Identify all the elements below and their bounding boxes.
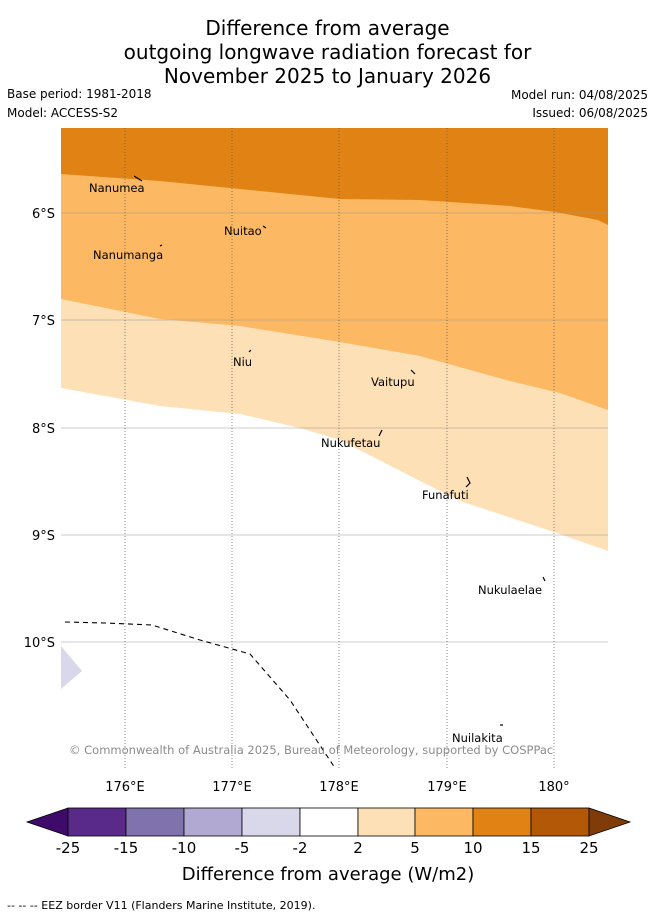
eez-legend-note: -- -- -- EEZ border V11 (Flanders Marine… bbox=[7, 899, 316, 912]
lat-label-7s: 7°S bbox=[32, 314, 55, 329]
island-nanumanga bbox=[159, 244, 163, 247]
title-line-2: outgoing longwave radiation forecast for bbox=[123, 40, 532, 64]
copyright-notice: © Commonwealth of Australia 2025, Bureau… bbox=[69, 743, 553, 757]
colorbar-swatch bbox=[357, 807, 416, 837]
colorbar-ticks: -25 -15 -10 -5 -2 2 5 10 15 25 bbox=[56, 839, 599, 857]
latitude-labels: 6°S 7°S 8°S 9°S 10°S bbox=[24, 207, 55, 651]
latitude-gridlines bbox=[61, 212, 608, 643]
island-funafuti bbox=[465, 476, 471, 488]
island-vaitupu bbox=[410, 369, 416, 375]
colorbar-tick: -5 bbox=[235, 839, 250, 857]
island-nuitao bbox=[262, 225, 267, 229]
island-outlines bbox=[133, 175, 546, 726]
place-label-funafuti: Funafuti bbox=[422, 488, 469, 502]
colorbar-swatch bbox=[530, 807, 590, 837]
place-label-nukulaelae: Nukulaelae bbox=[478, 583, 542, 597]
place-label-nukufetau: Nukufetau bbox=[321, 436, 380, 450]
colorbar-swatch bbox=[299, 807, 359, 837]
lat-label-6s: 6°S bbox=[32, 207, 55, 222]
lon-label-177e: 177°E bbox=[212, 780, 252, 795]
title-line-1: Difference from average bbox=[205, 16, 450, 40]
map-title: Difference from average outgoing longwav… bbox=[0, 16, 655, 88]
colorbar-label: Difference from average (W/m2) bbox=[182, 864, 474, 885]
place-label-nuitao: Nuitao bbox=[224, 224, 262, 238]
colorbar-swatch bbox=[67, 807, 127, 837]
colorbar-swatch bbox=[183, 807, 243, 837]
colorbar-arrow-high bbox=[588, 807, 632, 837]
lon-label-179e: 179°E bbox=[427, 780, 467, 795]
place-label-nuilakita: Nuilakita bbox=[452, 731, 503, 745]
model-name: Model: ACCESS-S2 bbox=[7, 106, 119, 120]
colorbar-swatch bbox=[125, 807, 185, 837]
issued-date: Issued: 06/08/2025 bbox=[532, 106, 648, 120]
band-10-to-15 bbox=[61, 128, 608, 225]
colorbar-swatch bbox=[472, 807, 532, 837]
colorbar-tick: 25 bbox=[579, 839, 598, 857]
colorbar-swatch bbox=[241, 807, 301, 837]
island-niu bbox=[248, 349, 252, 353]
colorbar-tick: -2 bbox=[293, 839, 308, 857]
colorbar-tick: -15 bbox=[114, 839, 139, 857]
lon-label-176e: 176°E bbox=[105, 780, 145, 795]
colorbar-swatch bbox=[414, 807, 474, 837]
colorbar-tick: -10 bbox=[172, 839, 197, 857]
place-label-nanumanga: Nanumanga bbox=[93, 248, 163, 262]
base-period: Base period: 1981-2018 bbox=[7, 87, 152, 101]
colorbar-tick: -25 bbox=[56, 839, 81, 857]
model-run: Model run: 04/08/2025 bbox=[510, 88, 648, 102]
island-nanumea bbox=[133, 175, 143, 182]
eez-border-line bbox=[64, 621, 336, 768]
longitude-labels: 176°E 177°E 178°E 179°E 180° bbox=[105, 780, 569, 795]
title-line-3: November 2025 to January 2026 bbox=[163, 64, 492, 88]
island-nukulaelae bbox=[542, 576, 546, 582]
lat-label-10s: 10°S bbox=[24, 636, 55, 651]
lat-label-9s: 9°S bbox=[32, 529, 55, 544]
island-nukufetau bbox=[378, 429, 383, 437]
colorbar bbox=[25, 807, 632, 837]
lon-label-178e: 178°E bbox=[319, 780, 359, 795]
map-plot-area: Nanumea Nuitao Nanumanga Niu Vaitupu Nuk… bbox=[61, 128, 608, 768]
colorbar-tick: 5 bbox=[410, 839, 420, 857]
lat-label-8s: 8°S bbox=[32, 422, 55, 437]
colorbar-tick: 10 bbox=[463, 839, 482, 857]
lon-label-180: 180° bbox=[538, 780, 569, 795]
place-label-nanumea: Nanumea bbox=[89, 181, 145, 195]
colorbar-tick: 2 bbox=[353, 839, 363, 857]
colorbar-arrow-low bbox=[25, 807, 69, 837]
place-label-vaitupu: Vaitupu bbox=[371, 375, 415, 389]
eez-remnant-shape bbox=[61, 646, 82, 689]
colorbar-tick: 15 bbox=[521, 839, 540, 857]
place-label-niu: Niu bbox=[233, 355, 252, 369]
